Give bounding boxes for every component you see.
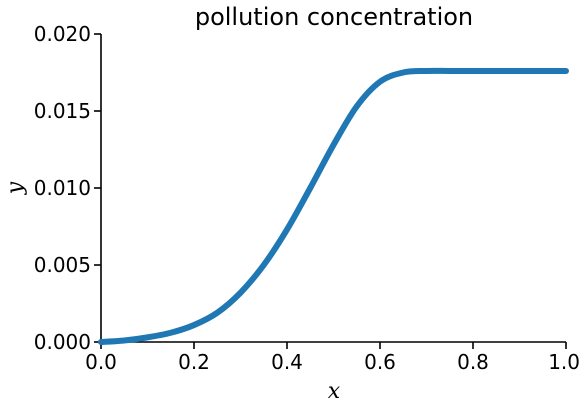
y-tick-label: 0.020	[34, 22, 91, 46]
x-tick-label: 0.6	[364, 350, 396, 374]
y-tick-label: 0.015	[34, 99, 91, 123]
x-axis-label: x	[328, 379, 341, 404]
x-tick-label: 0.4	[271, 350, 303, 374]
y-tick-label: 0.005	[34, 253, 91, 277]
y-axis-label: y	[3, 181, 28, 195]
x-axis-ticks: 0.0 0.2 0.4 0.6 0.8 1.0	[85, 342, 580, 374]
y-tick-label: 0.000	[34, 330, 91, 354]
y-axis-ticks: 0.000 0.005 0.010 0.015 0.020	[34, 22, 101, 354]
x-tick-label: 1.0	[548, 350, 580, 374]
x-tick-label: 0.2	[178, 350, 210, 374]
y-tick-label: 0.010	[34, 176, 91, 200]
series-layer	[98, 67, 569, 345]
x-tick-label: 0.8	[457, 350, 489, 374]
chart-title: pollution concentration	[195, 3, 473, 31]
x-tick-label: 0.0	[85, 350, 117, 374]
series-line-0	[98, 67, 569, 345]
